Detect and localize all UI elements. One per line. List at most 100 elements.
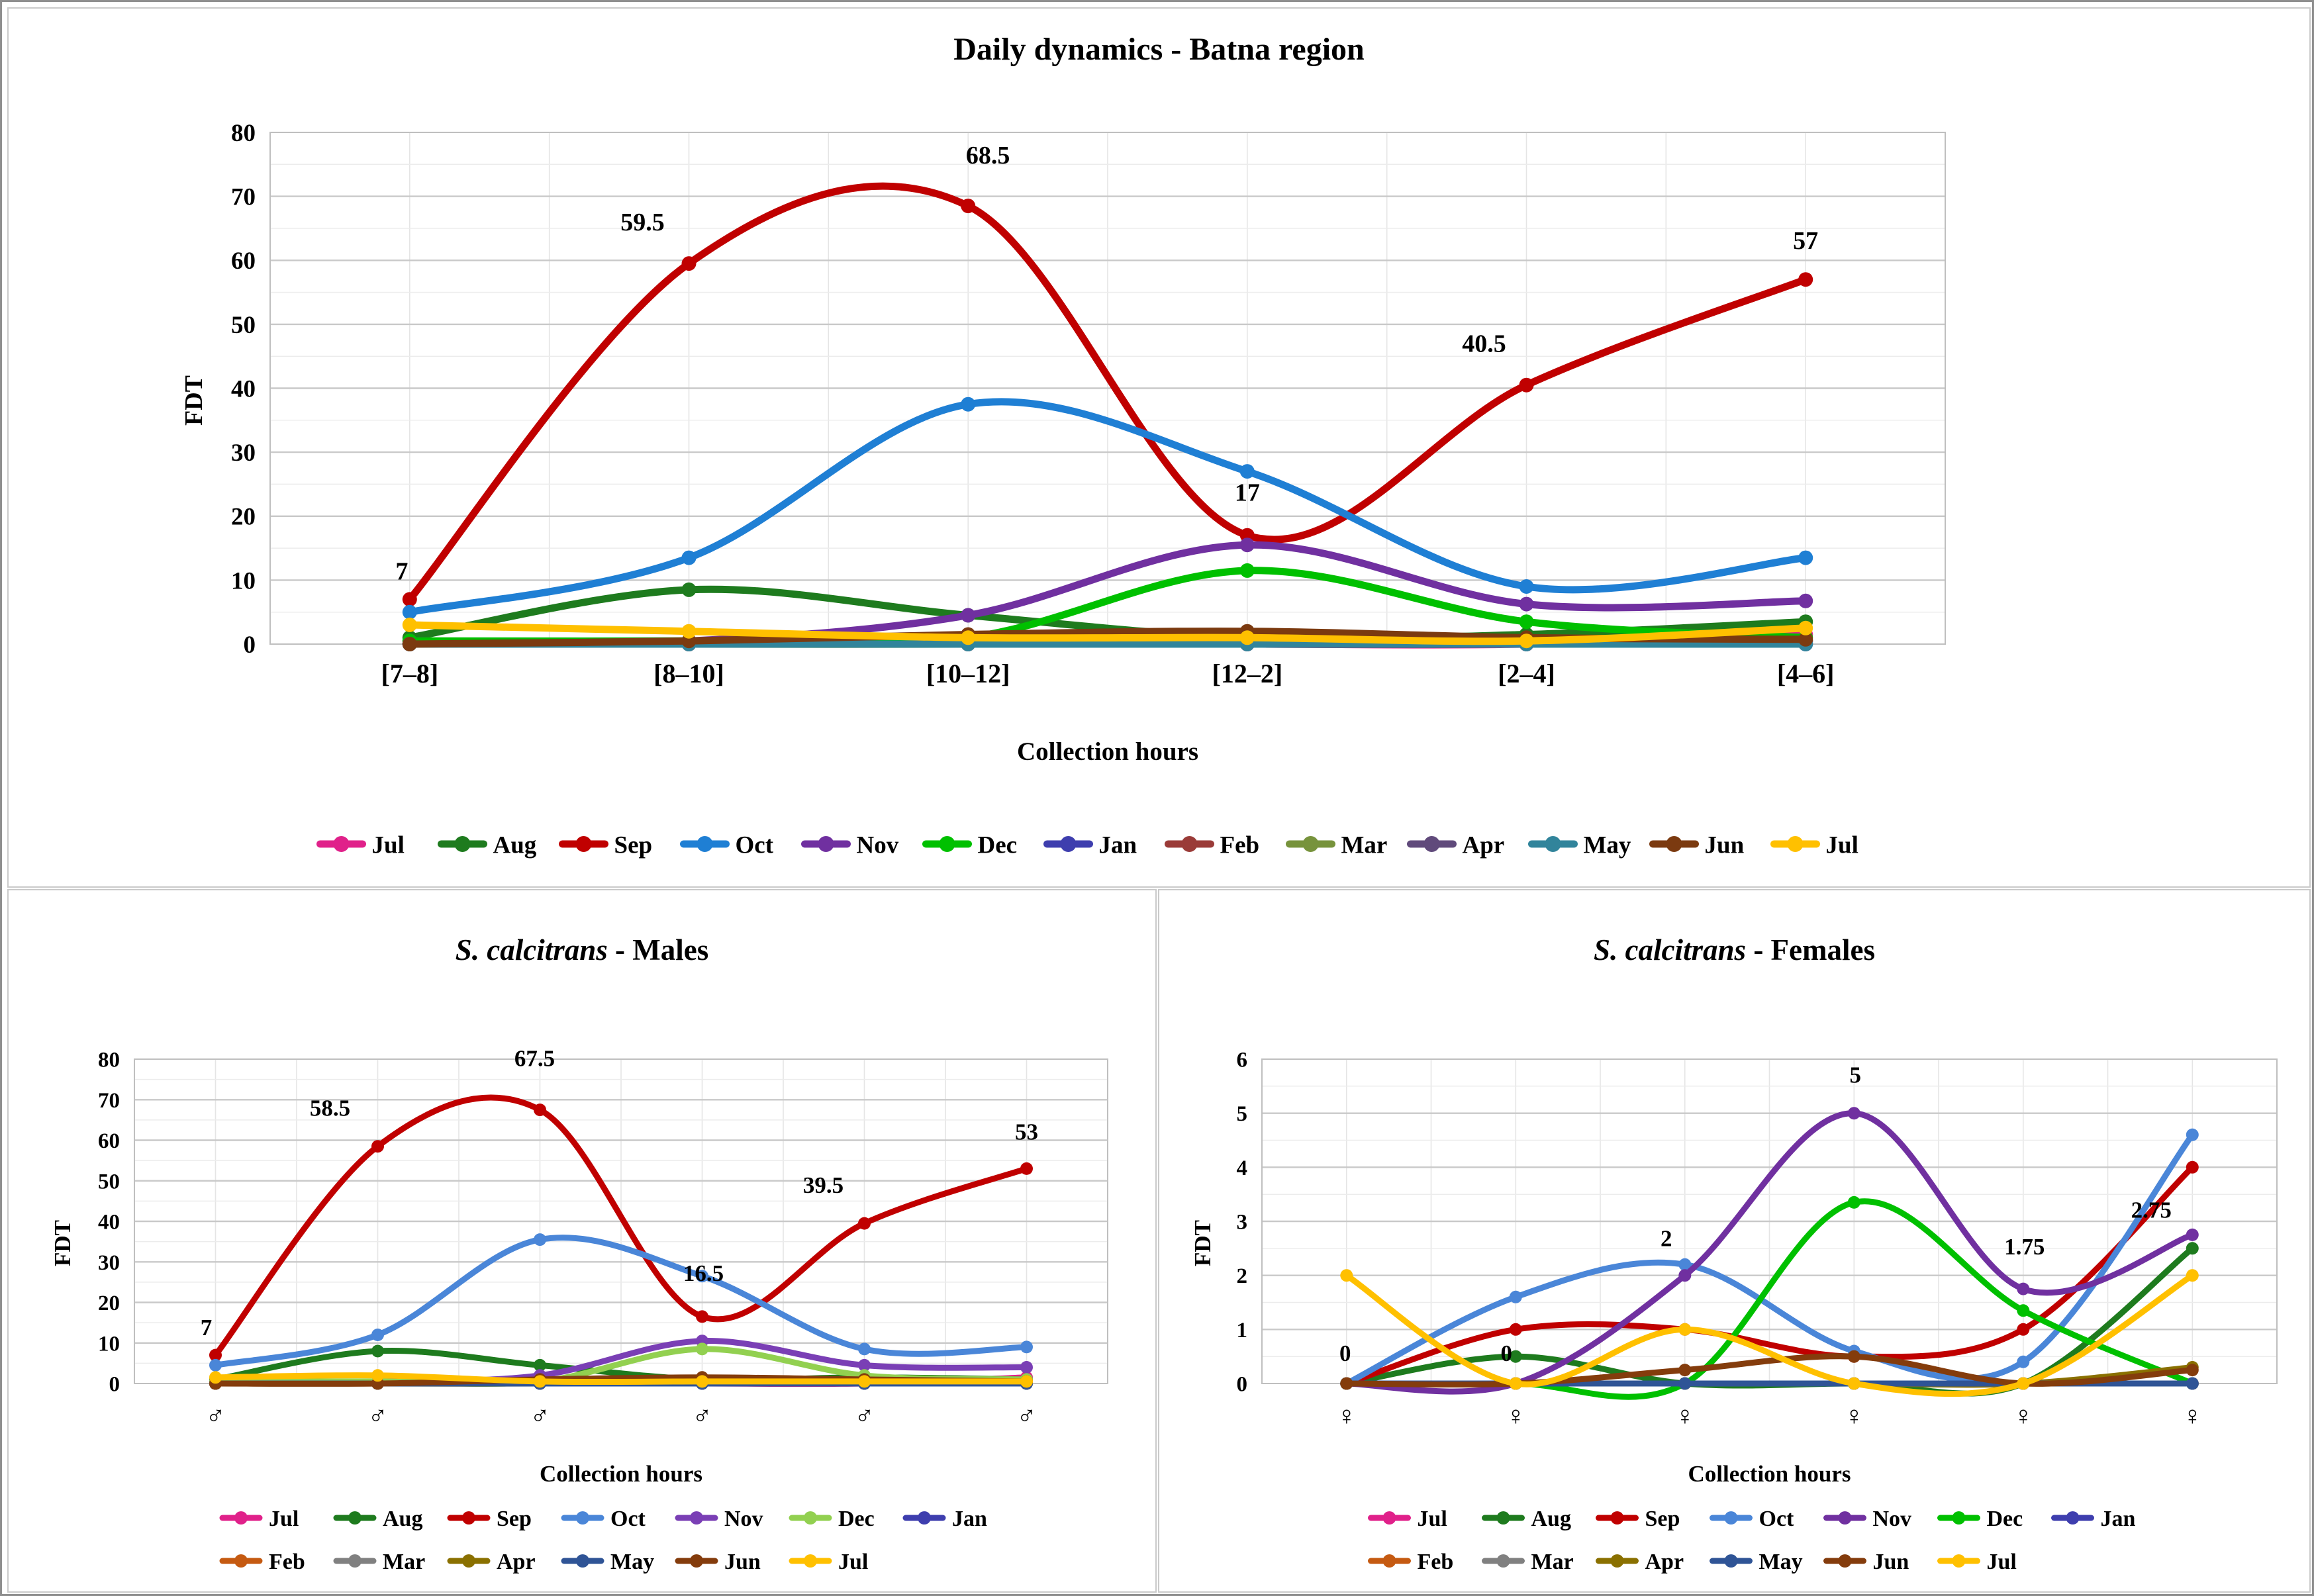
series-line-sep-2 <box>406 182 1809 603</box>
legend-item-dec-5: Dec <box>922 831 1017 859</box>
series-line-jul-12 <box>1343 1272 2195 1397</box>
x-tick-label: [10–12] <box>926 659 1010 688</box>
data-point-sep <box>1798 272 1813 287</box>
legend-label: Dec <box>838 1507 875 1531</box>
legend-item-jun-11: Jun <box>1649 831 1745 859</box>
legend-label: May <box>1759 1550 1803 1574</box>
legend-label: Nov <box>857 831 899 859</box>
data-point-jul <box>961 630 976 645</box>
y-tick-label: 0 <box>244 632 256 659</box>
y-tick-label: 80 <box>98 1049 120 1072</box>
data-point-jul <box>1678 1323 1692 1336</box>
legend-item-apr-9: Apr <box>447 1550 536 1574</box>
data-point-jul <box>1798 620 1813 635</box>
legend-label: Sep <box>497 1507 532 1531</box>
legend-marker-icon <box>575 836 592 852</box>
data-point-jun <box>2186 1364 2199 1377</box>
data-label-sep-3: 16.5 <box>683 1260 724 1286</box>
legend-label: Apr <box>497 1550 536 1574</box>
data-point-nov <box>961 608 976 623</box>
data-point-oct <box>1678 1258 1692 1271</box>
legend-label: Dec <box>1987 1507 2023 1531</box>
legend-marker-icon <box>1545 836 1561 852</box>
x-tick-label: [2–4] <box>1498 659 1555 688</box>
data-label-sep-4: 39.5 <box>803 1172 844 1198</box>
y-tick-label: 30 <box>231 440 256 467</box>
series-markers-jul-12 <box>402 618 1813 649</box>
legend-item-sep-2: Sep <box>1596 1507 1680 1531</box>
x-axis-title-collection-hours: Collection hours <box>1016 737 1199 766</box>
data-point-jul <box>1340 1269 1353 1282</box>
y-axis-title-fdt: FDT <box>1190 1220 1216 1266</box>
legend-item-jul-12: Jul <box>1770 831 1858 859</box>
gridlines <box>270 132 1945 644</box>
x-tick-label: ♀ <box>1337 1401 1357 1431</box>
data-point-oct <box>402 604 417 620</box>
legend-item-jan-6: Jan <box>2051 1507 2136 1531</box>
data-point-aug <box>534 1358 546 1372</box>
legend-marker-icon <box>818 836 834 852</box>
x-axis-tick-labels: [7–8] [8–10] [10–12] [12–2] [2–4] [4–6] <box>381 659 1835 688</box>
legend-label: Feb <box>1220 831 1260 859</box>
y-tick-label: 20 <box>231 504 256 531</box>
legend-item-jun-11: Jun <box>675 1550 761 1574</box>
data-point-jun <box>1678 1364 1692 1377</box>
data-point-oct <box>696 1270 708 1283</box>
y-tick-label: 0 <box>1237 1373 1248 1397</box>
x-axis-tick-labels: ♀ ♀ ♀ ♀ ♀ ♀ <box>1337 1401 2203 1431</box>
legend-item-jul-0: Jul <box>316 831 405 859</box>
legend-label: Jul <box>1418 1507 1447 1531</box>
data-point-oct <box>371 1329 384 1341</box>
legend-item-feb-7: Feb <box>1368 1550 1454 1574</box>
legend-item-oct-3: Oct <box>561 1507 646 1531</box>
x-tick-label: ♀ <box>1844 1401 1864 1431</box>
legend-item-may-10: May <box>1528 831 1631 859</box>
data-point-nov <box>1239 538 1255 553</box>
legend-item-dec-5: Dec <box>789 1507 875 1531</box>
x-tick-label: ♀ <box>1506 1401 1525 1431</box>
legend-marker-icon <box>576 1554 589 1568</box>
legend-item-sep-2: Sep <box>447 1507 532 1531</box>
y-tick-label: 1 <box>1237 1319 1248 1342</box>
legend-marker-icon <box>1060 836 1077 852</box>
legend-item-mar-8: Mar <box>1286 831 1387 859</box>
legend-label: Apr <box>1463 831 1505 859</box>
chart-canvas-females: 0 1 2 3 4 5 6 ♀ ♀ ♀ ♀ ♀ ♀ 0 0 2 5 1.75 2.75 Jul Aug Sep Oct Nov… <box>1237 1049 2278 1574</box>
y-tick-label: 60 <box>231 248 256 275</box>
y-tick-label: 60 <box>98 1129 120 1153</box>
series-markers-jul-12 <box>1340 1269 2199 1390</box>
series-line-jul-12 <box>213 1372 1030 1385</box>
chart-title-males: S. calcitrans - Males <box>9 933 1155 967</box>
data-point-dec <box>696 1342 708 1356</box>
data-point-jul <box>681 624 697 639</box>
x-tick-label: ♂ <box>855 1401 875 1431</box>
legend-marker-icon <box>462 1511 475 1525</box>
series-line-sep-2 <box>1343 1164 2195 1387</box>
chart-canvas-males: 0 10 20 30 40 50 60 70 80 ♂ ♂ ♂ ♂ ♂ ♂ 7 58.5 67.5 16.5 39.5… <box>98 1046 1108 1574</box>
data-point-nov <box>858 1358 871 1372</box>
chart-title-species-part: S. calcitrans <box>1594 933 1747 966</box>
y-axis-tick-labels: 0 10 20 30 40 50 60 70 80 <box>231 120 256 659</box>
legend-marker-icon <box>1382 1554 1396 1568</box>
data-point-nov <box>1678 1269 1692 1282</box>
data-point-dec <box>1847 1196 1860 1209</box>
chart-title-daily-dynamics: Daily dynamics - Batna region <box>9 31 2309 68</box>
x-tick-label: ♂ <box>693 1401 712 1431</box>
data-point-oct <box>1509 1290 1522 1303</box>
data-point-may <box>1678 1377 1692 1390</box>
series-line-oct-3 <box>213 1235 1030 1368</box>
legend-item-dec-5: Dec <box>1937 1507 2023 1531</box>
legend-item-aug-1: Aug <box>1482 1507 1571 1531</box>
legend-label: Feb <box>1418 1550 1454 1574</box>
legend-marker-icon <box>804 1511 817 1525</box>
legend-item-mar-8: Mar <box>1482 1550 1574 1574</box>
chart-canvas-daily-dynamics: 0 10 20 30 40 50 60 70 80 [7–8] [8–10] [10–12] [12–2… <box>231 120 1946 859</box>
legend-label: Aug <box>383 1507 422 1531</box>
data-point-jul <box>858 1375 871 1388</box>
data-point-nov <box>2017 1282 2030 1295</box>
legend-marker-icon <box>690 1554 703 1568</box>
y-tick-label: 70 <box>231 184 256 211</box>
data-label-nov-1: 0 <box>1501 1340 1513 1366</box>
series-markers-sep-2 <box>209 1103 1033 1362</box>
legend-marker-icon <box>333 836 350 852</box>
